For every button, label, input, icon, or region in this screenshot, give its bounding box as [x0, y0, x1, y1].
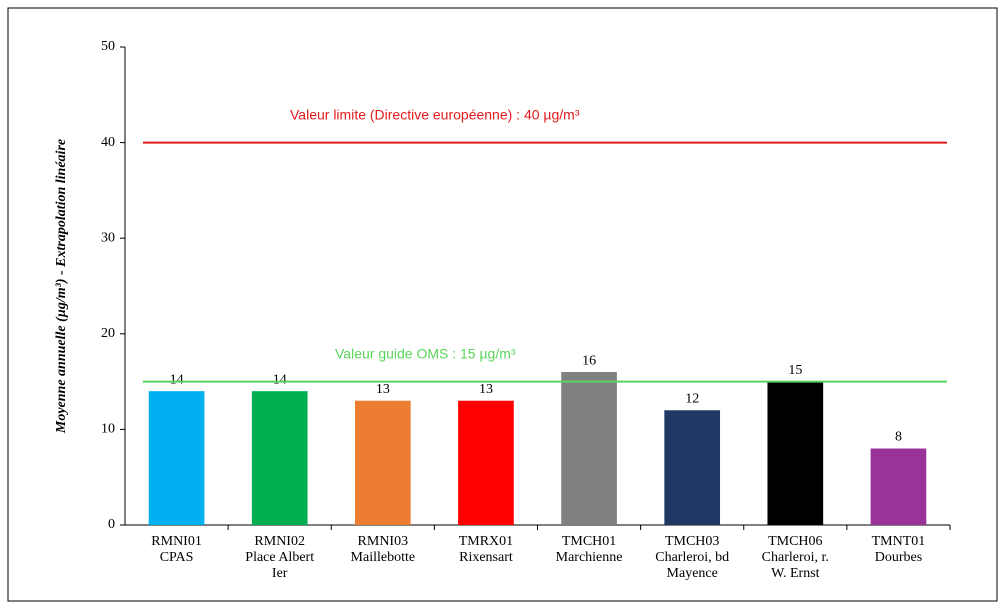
x-tick-label: TMCH03: [665, 534, 719, 549]
bar: [561, 372, 617, 525]
x-tick-label: Mayence: [667, 566, 718, 581]
bar: [458, 400, 514, 525]
x-tick-label: Marchienne: [556, 550, 623, 565]
reference-label: Valeur guide OMS : 15 µg/m³: [335, 345, 516, 361]
x-tick-label: Place Albert: [245, 550, 314, 565]
x-tick-label: W. Ernst: [771, 566, 820, 581]
data-label: 14: [273, 372, 287, 387]
y-axis-label: Moyenne annuelle (µg/m³) - Extrapolation…: [54, 139, 69, 434]
x-tick-label: Ier: [272, 566, 288, 581]
x-tick-label: Charleroi, bd: [655, 550, 729, 565]
x-tick-label: RMNI01: [151, 534, 202, 549]
data-label: 14: [170, 372, 184, 387]
x-tick-label: TMNT01: [872, 534, 926, 549]
x-tick-label: TMCH01: [562, 534, 616, 549]
y-tick-label: 50: [101, 39, 115, 54]
reference-label: Valeur limite (Directive européenne) : 4…: [290, 106, 580, 122]
bar: [251, 391, 308, 525]
x-tick-label: RMNI02: [254, 534, 305, 549]
x-tick-label: TMCH06: [768, 534, 822, 549]
bar: [767, 381, 824, 525]
data-label: 16: [582, 353, 596, 368]
y-tick-label: 40: [101, 135, 115, 150]
y-tick-label: 0: [108, 517, 115, 532]
x-tick-label: Charleroi, r.: [762, 550, 829, 565]
bar: [870, 448, 927, 525]
x-tick-label: CPAS: [160, 550, 194, 565]
bar: [664, 410, 721, 525]
bar: [148, 391, 205, 525]
x-tick-label: RMNI03: [358, 534, 409, 549]
data-label: 13: [479, 382, 493, 397]
x-tick-label: Dourbes: [875, 550, 922, 565]
y-tick-label: 30: [101, 230, 115, 245]
data-label: 8: [895, 430, 902, 445]
y-tick-label: 10: [101, 422, 115, 437]
x-tick-label: TMRX01: [459, 534, 513, 549]
y-tick-label: 20: [101, 326, 115, 341]
bar: [354, 400, 411, 525]
x-tick-label: Maillebotte: [351, 550, 416, 565]
data-label: 15: [788, 363, 802, 378]
data-label: 12: [685, 391, 699, 406]
x-tick-label: Rixensart: [459, 550, 513, 565]
data-label: 13: [376, 382, 390, 397]
